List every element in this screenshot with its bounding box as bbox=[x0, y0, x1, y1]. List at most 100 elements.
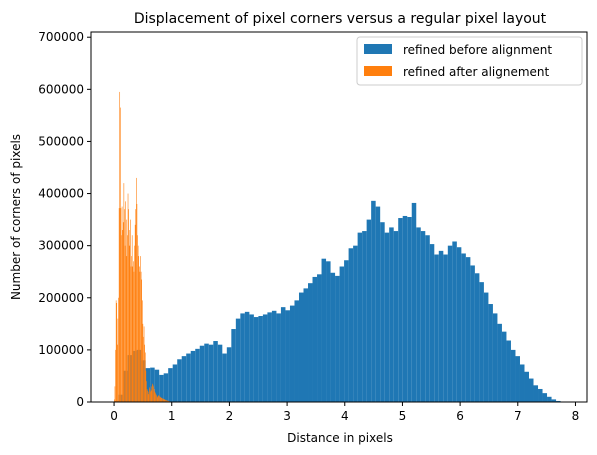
bar-after bbox=[153, 386, 154, 402]
bar-after bbox=[139, 271, 141, 402]
bar-after bbox=[152, 383, 153, 402]
bar-after bbox=[135, 209, 137, 402]
bar-before bbox=[249, 314, 254, 402]
y-tick-label: 200000 bbox=[38, 291, 84, 305]
bar-before bbox=[483, 292, 489, 402]
bar-before bbox=[357, 232, 363, 402]
bar-after bbox=[120, 107, 121, 402]
bar-after bbox=[167, 400, 169, 402]
bar-before bbox=[276, 313, 281, 402]
bar-before bbox=[344, 260, 349, 402]
bar-after bbox=[146, 388, 148, 402]
bar-after bbox=[154, 391, 156, 402]
bar-after bbox=[128, 209, 129, 402]
bar-before bbox=[339, 266, 345, 402]
bar-before bbox=[461, 253, 466, 402]
bar-after bbox=[168, 400, 170, 402]
bar-before bbox=[258, 316, 263, 402]
bar-after bbox=[156, 395, 157, 402]
bar-after bbox=[151, 386, 153, 402]
bar-before bbox=[542, 393, 548, 402]
bar-after bbox=[153, 388, 155, 402]
bar-before bbox=[226, 347, 232, 402]
bar-before bbox=[172, 364, 178, 402]
y-tick-label: 500000 bbox=[38, 134, 84, 148]
bar-after bbox=[123, 183, 125, 402]
bar-after bbox=[148, 391, 150, 402]
bar-before bbox=[384, 232, 390, 402]
bar-before bbox=[402, 215, 408, 402]
bar-before bbox=[488, 304, 493, 402]
bar-after bbox=[165, 399, 167, 402]
x-tick-label: 4 bbox=[341, 409, 349, 423]
bar-before bbox=[497, 323, 502, 402]
bar-before bbox=[470, 265, 475, 402]
bar-after bbox=[118, 297, 119, 402]
bar-after bbox=[136, 177, 137, 402]
bar-after bbox=[147, 390, 148, 402]
bar-before bbox=[375, 206, 381, 402]
bar-after bbox=[156, 396, 158, 402]
bar-after bbox=[140, 256, 141, 402]
bar-after bbox=[163, 398, 164, 402]
bar-before bbox=[447, 245, 453, 402]
bar-after bbox=[155, 392, 156, 402]
y-tick-label: 300000 bbox=[38, 239, 84, 253]
bar-after bbox=[158, 395, 159, 402]
bar-after bbox=[161, 397, 162, 402]
bar-before bbox=[186, 353, 191, 402]
bar-before bbox=[271, 310, 277, 402]
bar-after bbox=[162, 398, 164, 402]
bar-before bbox=[510, 349, 516, 402]
bar-before bbox=[438, 250, 444, 402]
x-axis-ticks: 0 1 2 3 4 5 6 7 8 bbox=[110, 402, 579, 423]
bar-after bbox=[124, 245, 126, 402]
bar-before bbox=[425, 235, 430, 402]
bar-before bbox=[253, 317, 259, 402]
bar-before bbox=[456, 247, 462, 402]
bar-after bbox=[159, 396, 160, 402]
bar-after bbox=[136, 203, 138, 402]
bar-after bbox=[118, 208, 120, 402]
bar-after bbox=[139, 266, 140, 402]
bar-after bbox=[152, 384, 154, 402]
y-axis-label: Number of corners of pixels bbox=[9, 134, 23, 300]
bar-after bbox=[137, 235, 138, 402]
bar-before bbox=[506, 340, 511, 402]
bar-before bbox=[492, 313, 498, 402]
x-tick-label: 5 bbox=[399, 409, 407, 423]
bar-after bbox=[145, 370, 147, 402]
bar-after bbox=[149, 387, 150, 402]
bar-after bbox=[121, 235, 122, 402]
bar-after bbox=[117, 318, 119, 402]
bar-after bbox=[134, 224, 136, 402]
bar-after bbox=[114, 399, 115, 402]
bar-before bbox=[289, 305, 295, 402]
bar-before bbox=[177, 359, 182, 402]
bar-after bbox=[142, 323, 144, 402]
bar-before bbox=[371, 200, 376, 402]
bar-before bbox=[533, 385, 539, 402]
x-tick-label: 3 bbox=[283, 409, 291, 423]
bar-after bbox=[168, 400, 169, 402]
legend: refined before alignment refined after a… bbox=[356, 36, 583, 86]
bar-before bbox=[280, 307, 286, 402]
bar-before bbox=[551, 399, 557, 402]
bar-before bbox=[308, 283, 313, 402]
bar-after bbox=[127, 193, 129, 402]
y-tick-label: 100000 bbox=[38, 343, 84, 357]
bar-before bbox=[190, 350, 196, 402]
bar-after bbox=[140, 271, 142, 402]
series-after-bars bbox=[114, 91, 174, 403]
bar-after bbox=[144, 352, 146, 402]
bar-after bbox=[125, 201, 126, 402]
bar-before bbox=[317, 274, 322, 402]
bar-after bbox=[166, 400, 167, 402]
bar-after bbox=[127, 235, 128, 402]
bar-after bbox=[150, 391, 151, 402]
bar-before bbox=[538, 388, 543, 402]
bar-before bbox=[547, 396, 552, 402]
bar-after bbox=[144, 344, 145, 402]
bar-after bbox=[161, 397, 163, 402]
